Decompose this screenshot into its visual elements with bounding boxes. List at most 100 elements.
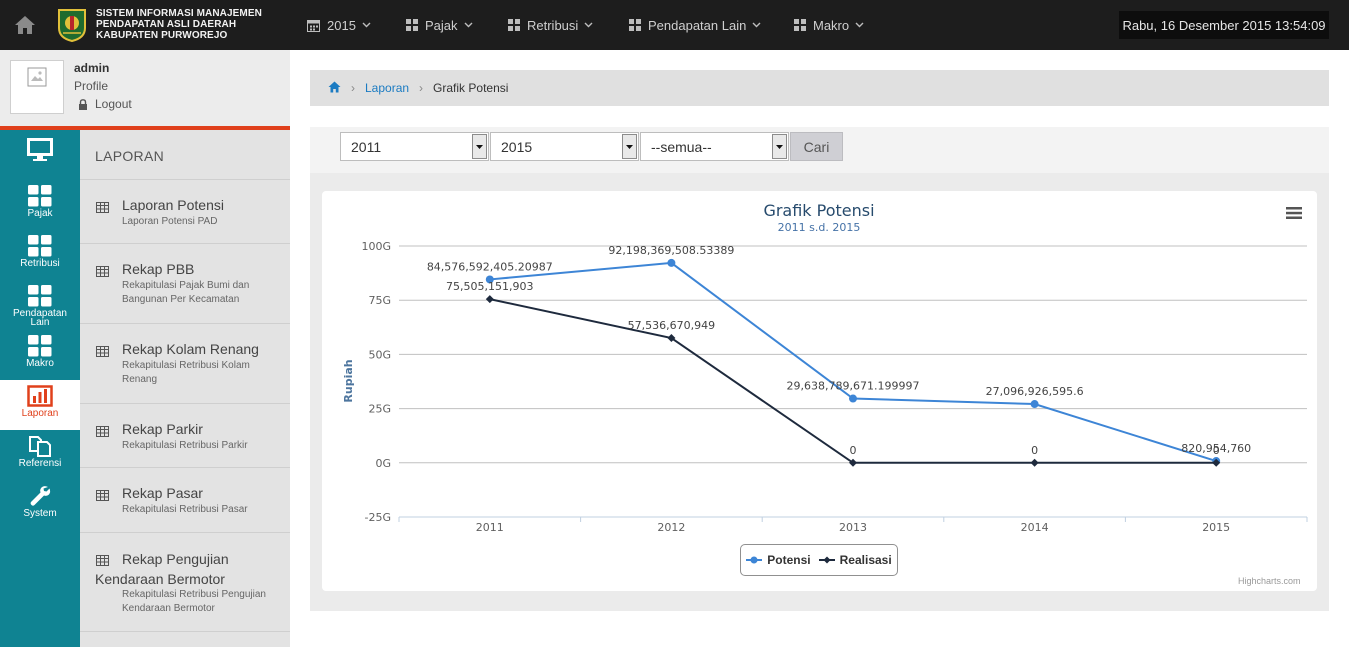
data-point[interactable]: [485, 295, 494, 304]
data-point[interactable]: [1212, 458, 1221, 467]
divider: [80, 467, 290, 468]
chart-credits[interactable]: Highcharts.com: [1238, 576, 1301, 586]
submenu-item-rekap-kolam-renang[interactable]: Rekap Kolam Renang Rekapitulasi Retribus…: [80, 324, 290, 403]
submenu-item-title: Rekap Pengujian: [122, 551, 229, 567]
rail-item-referensi[interactable]: Referensi: [0, 430, 80, 480]
year-from-select[interactable]: 2011: [340, 132, 489, 161]
breadcrumb-laporan-link[interactable]: Laporan: [365, 81, 410, 95]
regency-logo: [57, 8, 87, 43]
data-point[interactable]: [667, 334, 676, 343]
x-tick-label: 2014: [1021, 521, 1049, 534]
home-icon: [15, 16, 35, 34]
chart-menu-button[interactable]: [1285, 206, 1305, 222]
wrench-icon: [28, 483, 52, 509]
home-icon[interactable]: [328, 81, 341, 96]
rail-item-dashboard[interactable]: [0, 134, 80, 184]
rail-label: System: [23, 508, 57, 519]
series-line-potensi: [489, 261, 1217, 462]
year-to-select[interactable]: 2015: [490, 132, 639, 161]
profile-link[interactable]: Profile: [74, 79, 109, 93]
submenu-item-rekap-parkir[interactable]: Rekap Parkir Rekapitulasi Retribusi Park…: [80, 404, 290, 467]
chart-title: Grafik Potensi: [763, 201, 874, 220]
divider: [80, 243, 290, 244]
monitor-icon: [27, 137, 53, 163]
rail-item-laporan[interactable]: Laporan: [0, 380, 80, 430]
y-tick-label: 25G: [368, 403, 391, 416]
data-label: 0: [1213, 444, 1220, 457]
data-point[interactable]: [485, 275, 494, 284]
grid-icon: [28, 333, 52, 359]
logout-link[interactable]: Logout: [78, 97, 132, 111]
grid-icon: [28, 283, 52, 309]
submenu-item-desc: Laporan Potensi PAD: [122, 216, 218, 227]
table-icon: [96, 488, 109, 506]
caret-down-icon: [772, 134, 787, 159]
nav-pajak-dropdown[interactable]: Pajak: [406, 0, 473, 50]
home-button[interactable]: [0, 0, 50, 50]
legend-item-potensi[interactable]: Potensi: [746, 553, 811, 567]
icon-rail: Pajak Retribusi Pendapatan Lain Makro La…: [0, 130, 80, 647]
app-title-line: SISTEM INFORMASI MANAJEMEN: [96, 8, 262, 19]
submenu-item-rekap-pengujian-kendaraan[interactable]: Rekap Pengujian Kendaraan Bermotor Rekap…: [80, 533, 290, 631]
rail-item-makro[interactable]: Makro: [0, 330, 80, 380]
table-icon: [96, 344, 109, 362]
submenu-item-rekap-pasar[interactable]: Rekap Pasar Rekapitulasi Retribusi Pasar: [80, 468, 290, 532]
data-label: 29,638,789,671.199997: [787, 380, 920, 393]
data-label: 84,576,592,405.20987: [427, 260, 553, 273]
data-point[interactable]: [1030, 458, 1039, 467]
submenu-item-title: Kendaraan Bermotor: [95, 571, 225, 587]
divider: [80, 631, 290, 632]
submenu-item-title: Rekap PBB: [122, 261, 195, 277]
breadcrumb: › Laporan › Grafik Potensi: [310, 70, 1329, 106]
rail-item-pajak[interactable]: Pajak: [0, 180, 80, 230]
grid-icon: [629, 19, 641, 31]
chart-card: Grafik Potensi 2011 s.d. 2015 Rupiah -25…: [322, 191, 1317, 591]
data-point[interactable]: [1030, 400, 1039, 409]
calendar-icon: [307, 19, 320, 32]
chevron-down-icon: [855, 22, 864, 28]
filter-bar: 2011 2015 --semua-- Cari: [310, 127, 1329, 173]
rail-label: Makro: [26, 358, 54, 369]
submenu-item-desc: Rekapitulasi Retribusi Pengujian Kendara…: [122, 589, 266, 614]
rail-item-system[interactable]: System: [0, 480, 80, 530]
caret-down-icon: [622, 134, 637, 159]
nav-label: 2015: [327, 17, 356, 33]
data-point[interactable]: [849, 394, 857, 403]
nav-retribusi-dropdown[interactable]: Retribusi: [508, 0, 593, 50]
chart-legend: Potensi Realisasi: [740, 544, 898, 576]
line-chart: Grafik Potensi 2011 s.d. 2015 Rupiah -25…: [342, 201, 1308, 534]
datetime-display: Rabu, 16 Desember 2015 13:54:09: [1119, 11, 1329, 39]
nav-makro-dropdown[interactable]: Makro: [794, 0, 864, 50]
rail-item-pendapatan-lain[interactable]: Pendapatan Lain: [0, 280, 80, 330]
table-icon: [96, 424, 109, 442]
logout-label: Logout: [95, 97, 132, 111]
select-value: 2011: [351, 138, 382, 155]
x-tick-label: 2013: [839, 521, 867, 534]
rail-item-retribusi[interactable]: Retribusi: [0, 230, 80, 280]
data-label: 75,505,151,903: [446, 280, 533, 293]
submenu-item-title: Rekap Pasar: [122, 485, 203, 501]
submenu-item-laporan-potensi[interactable]: Laporan Potensi Laporan Potensi PAD: [80, 180, 290, 243]
submenu-item-rekap-pbb[interactable]: Rekap PBB Rekapitulasi Pajak Bumi dan Ba…: [80, 244, 290, 323]
y-tick-label: 100G: [361, 240, 391, 253]
nav-pendapatan-lain-dropdown[interactable]: Pendapatan Lain: [629, 0, 761, 50]
y-tick-label: 50G: [368, 348, 391, 361]
user-name: admin: [74, 61, 110, 75]
legend-item-realisasi[interactable]: Realisasi: [818, 553, 892, 567]
submenu-item-desc: Rekapitulasi Retribusi Parkir: [122, 440, 248, 451]
data-label: 0: [850, 444, 857, 457]
data-point[interactable]: [849, 458, 857, 467]
nav-label: Makro: [813, 17, 850, 33]
submenu-panel: LAPORAN Laporan Potensi Laporan Potensi …: [80, 130, 290, 647]
avatar[interactable]: [10, 60, 64, 114]
data-label: 820,954,760: [1181, 442, 1251, 455]
legend-label: Realisasi: [839, 553, 892, 567]
category-select[interactable]: --semua--: [640, 132, 789, 161]
search-button[interactable]: Cari: [790, 132, 843, 161]
bar-chart-icon: [27, 383, 53, 409]
data-point[interactable]: [667, 258, 676, 267]
nav-year-dropdown[interactable]: 2015: [307, 0, 371, 50]
nav-label: Retribusi: [527, 17, 579, 33]
table-icon: [96, 553, 109, 571]
chevron-down-icon: [584, 22, 593, 28]
